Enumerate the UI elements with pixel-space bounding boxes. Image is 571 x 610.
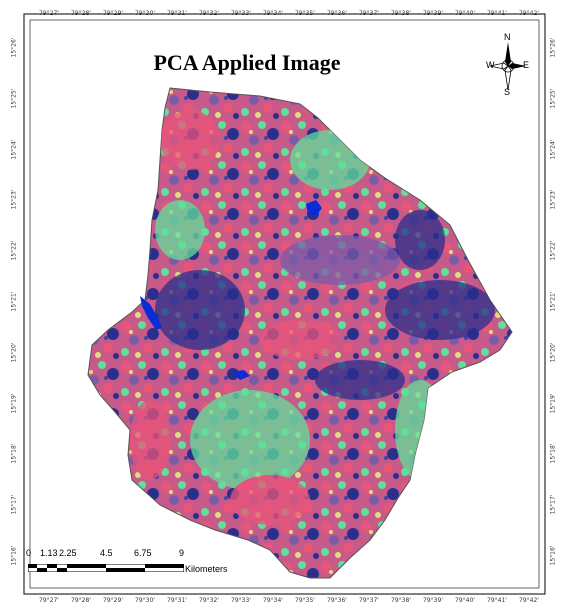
longitude-tick-label: 79°33' [231,597,251,604]
scale-label: 1.13 [40,548,58,558]
compass-north: N [504,32,511,42]
latitude-tick-label: 15°20' [10,342,18,363]
longitude-tick-label: 79°35' [295,10,315,17]
reservoir-central [232,370,250,380]
longitude-tick-label: 79°33' [231,10,251,17]
longitude-tick-label: 79°31' [167,10,187,17]
latitude-tick-label: 15°20' [549,342,557,363]
map-title: PCA Applied Image [153,50,341,75]
scale-label: 4.5 [100,548,113,558]
longitude-tick-label: 79°40' [455,10,475,17]
longitude-tick-label: 79°30' [135,597,155,604]
latitude-tick-label: 15°17' [549,494,557,515]
longitude-tick-label: 79°40' [455,597,475,604]
latitude-tick-label: 15°22' [549,240,557,261]
latitude-tick-label: 15°16' [10,545,18,566]
longitude-tick-label: 79°27' [39,597,59,604]
latitude-tick-label: 15°17' [10,494,18,515]
longitude-tick-label: 79°27' [39,10,59,17]
compass-south: S [504,87,511,97]
longitude-tick-label: 79°37' [359,597,379,604]
longitude-tick-label: 79°42' [519,597,539,604]
compass-west: W [486,60,495,70]
latitude-tick-label: 15°19' [10,393,18,414]
longitude-tick-label: 79°29' [103,10,123,17]
latitude-tick-label: 15°26' [549,37,557,58]
longitude-tick-label: 79°31' [167,597,187,604]
scale-unit-label: Kilometers [185,564,228,574]
longitude-tick-label: 79°38' [391,10,411,17]
latitude-tick-label: 15°25' [10,88,18,109]
longitude-tick-label: 79°28' [71,597,91,604]
latitude-tick-label: 15°25' [549,88,557,109]
longitude-tick-label: 79°32' [199,10,219,17]
scale-label: 0 [26,548,32,558]
longitude-tick-label: 79°39' [423,10,443,17]
latitude-tick-label: 15°24' [10,139,18,160]
compass-east: E [523,60,530,70]
latitude-tick-label: 15°18' [549,443,557,464]
longitude-tick-label: 79°36' [327,597,347,604]
latitude-tick-label: 15°22' [10,240,18,261]
longitude-tick-label: 79°32' [199,597,219,604]
longitude-tick-label: 79°42' [519,10,539,17]
latitude-tick-label: 15°21' [10,291,18,312]
latitude-tick-label: 15°24' [549,139,557,160]
longitude-tick-label: 79°34' [263,10,283,17]
longitude-tick-label: 79°41' [487,10,507,17]
scale-label: 9 [179,548,185,558]
scale-bar: 0 1.13 2.25 4.5 6.75 9 Kilometers [26,548,236,578]
longitude-tick-label: 79°35' [295,597,315,604]
longitude-tick-label: 79°36' [327,10,347,17]
reservoir-west [140,296,162,330]
latitude-tick-label: 15°21' [549,291,557,312]
latitude-tick-label: 15°23' [549,189,557,210]
latitude-tick-label: 15°16' [549,545,557,566]
longitude-tick-label: 79°28' [71,10,91,17]
longitude-tick-label: 79°29' [103,597,123,604]
scale-label: 2.25 [59,548,77,558]
study-area-region [87,87,513,579]
scale-label: 6.75 [134,548,152,558]
reservoir-north [306,200,322,216]
latitude-tick-label: 15°19' [549,393,557,414]
longitude-tick-label: 79°39' [423,597,443,604]
latitude-tick-label: 15°23' [10,189,18,210]
longitude-tick-label: 79°37' [359,10,379,17]
latitude-tick-label: 15°18' [10,443,18,464]
longitude-tick-label: 79°38' [391,597,411,604]
longitude-tick-label: 79°34' [263,597,283,604]
longitude-tick-label: 79°41' [487,597,507,604]
longitude-tick-label: 79°30' [135,10,155,17]
north-arrow-icon: N S E W [486,32,530,97]
scale-bar-graphic [28,564,184,572]
